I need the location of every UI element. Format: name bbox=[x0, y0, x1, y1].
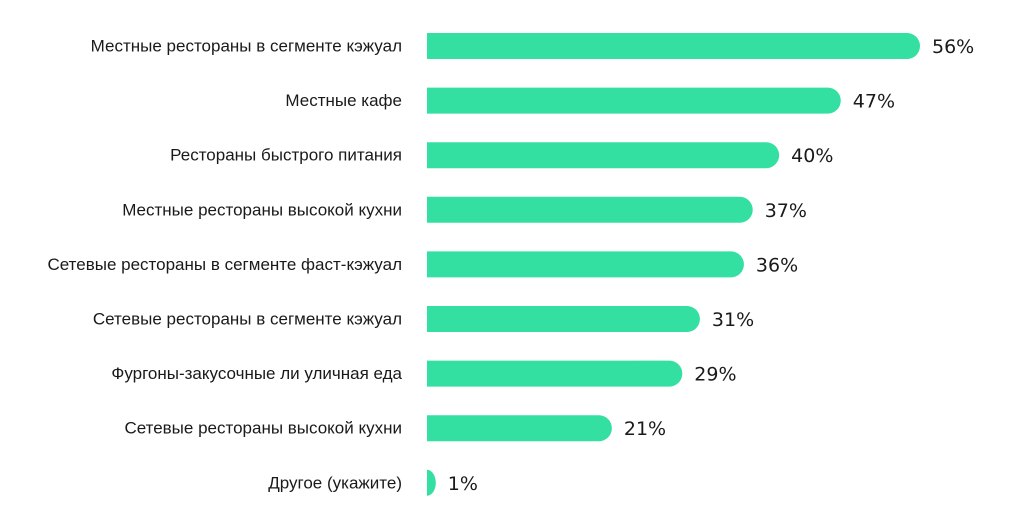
value-label-7: 21% bbox=[624, 418, 666, 440]
value-label-0: 56% bbox=[932, 36, 974, 58]
bar-4 bbox=[427, 251, 744, 278]
category-label-5: Сетевые рестораны в сегменте кэжуал bbox=[93, 310, 402, 329]
value-label-3: 37% bbox=[765, 200, 807, 222]
value-label-1: 47% bbox=[853, 91, 895, 113]
bar-3 bbox=[427, 196, 753, 223]
value-label-4: 36% bbox=[756, 254, 798, 276]
bar-6 bbox=[427, 360, 683, 387]
value-label-5: 31% bbox=[712, 309, 754, 331]
category-label-8: Другое (укажите) bbox=[268, 473, 402, 492]
bar-8 bbox=[427, 469, 436, 496]
bar-1 bbox=[427, 87, 841, 114]
category-label-1: Местные кафе bbox=[285, 91, 402, 110]
value-label-6: 29% bbox=[694, 364, 736, 386]
category-label-7: Сетевые рестораны высокой кухни bbox=[124, 419, 402, 438]
bar-0 bbox=[427, 33, 920, 59]
bar-7 bbox=[427, 415, 612, 442]
category-label-3: Местные рестораны высокой кухни bbox=[122, 200, 402, 219]
category-label-2: Рестораны быстрого питания bbox=[170, 146, 402, 165]
category-label-0: Местные рестораны в сегменте кэжуал bbox=[91, 37, 402, 56]
bar-5 bbox=[427, 306, 700, 332]
category-label-4: Сетевые рестораны в сегменте фаст-кэжуал bbox=[48, 255, 403, 274]
value-label-8: 1% bbox=[448, 473, 478, 495]
category-label-6: Фургоны-закусочные ли уличная еда bbox=[111, 364, 402, 383]
value-label-2: 40% bbox=[791, 145, 833, 167]
bar-2 bbox=[427, 142, 780, 169]
